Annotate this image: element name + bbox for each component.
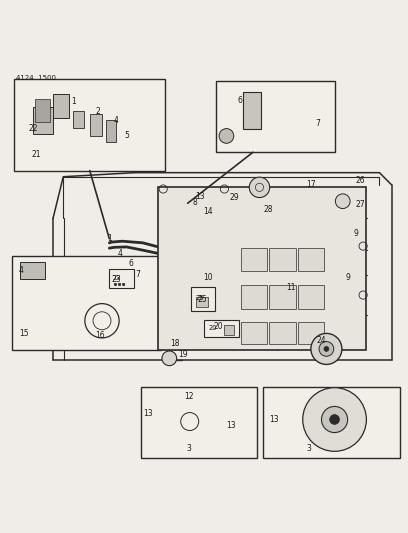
Text: 4: 4: [118, 248, 123, 257]
Text: 7: 7: [316, 119, 321, 128]
Circle shape: [219, 128, 234, 143]
Text: 1: 1: [107, 235, 112, 243]
Text: 27: 27: [355, 200, 365, 209]
Text: 9: 9: [353, 229, 358, 238]
Text: 4: 4: [19, 266, 24, 275]
Bar: [90, 114, 102, 136]
Circle shape: [114, 283, 117, 286]
Text: 4124  1500: 4124 1500: [16, 75, 56, 80]
Circle shape: [122, 283, 125, 286]
Text: 14: 14: [203, 207, 213, 216]
Text: 4: 4: [114, 116, 119, 125]
Bar: [298, 285, 324, 309]
Bar: [241, 248, 267, 271]
Circle shape: [322, 407, 348, 433]
Bar: [14, 79, 165, 171]
Bar: [269, 321, 296, 344]
Bar: [20, 262, 45, 279]
Text: 21: 21: [32, 150, 42, 159]
Text: 18: 18: [170, 338, 180, 348]
Bar: [191, 287, 215, 311]
Bar: [196, 297, 208, 308]
Bar: [269, 285, 296, 309]
Bar: [243, 92, 261, 128]
Bar: [12, 256, 161, 350]
Bar: [224, 325, 234, 335]
Text: 8: 8: [193, 198, 197, 206]
Text: 15: 15: [20, 329, 29, 338]
Bar: [269, 248, 296, 271]
Text: 17: 17: [306, 180, 316, 189]
Bar: [298, 321, 324, 344]
Text: 19: 19: [178, 350, 188, 359]
Bar: [53, 94, 69, 118]
Text: 2: 2: [95, 107, 100, 116]
Text: 6: 6: [128, 259, 133, 268]
Bar: [204, 320, 239, 337]
Text: 13: 13: [226, 421, 235, 430]
Bar: [298, 248, 324, 271]
Text: 7: 7: [135, 270, 140, 279]
Text: 23: 23: [111, 276, 121, 285]
Bar: [216, 81, 335, 152]
Bar: [106, 119, 116, 142]
Text: 13: 13: [195, 192, 205, 201]
Text: 11: 11: [286, 283, 295, 292]
Bar: [35, 99, 50, 122]
Text: 24: 24: [317, 336, 326, 345]
Text: 6: 6: [237, 95, 242, 104]
Text: 1: 1: [71, 97, 76, 106]
Circle shape: [311, 334, 342, 365]
Text: 25: 25: [195, 295, 204, 301]
Circle shape: [118, 283, 121, 286]
Bar: [241, 285, 267, 309]
Text: 9: 9: [345, 273, 350, 282]
Circle shape: [319, 342, 334, 356]
Text: 20: 20: [213, 322, 223, 332]
Text: 5: 5: [124, 132, 129, 140]
Text: 10: 10: [203, 273, 213, 282]
Bar: [33, 107, 53, 134]
Text: 12: 12: [184, 392, 194, 401]
Bar: [109, 269, 134, 288]
Text: 13: 13: [143, 409, 153, 418]
Bar: [263, 387, 400, 458]
Bar: [73, 111, 84, 128]
Text: 13: 13: [269, 415, 279, 424]
Text: 28: 28: [264, 205, 273, 214]
Bar: [241, 321, 267, 344]
Text: 20: 20: [208, 325, 217, 330]
Circle shape: [335, 194, 350, 208]
Text: 16: 16: [95, 332, 105, 341]
Bar: [141, 387, 257, 458]
Circle shape: [330, 415, 339, 424]
Text: 22: 22: [29, 124, 38, 133]
Circle shape: [303, 387, 366, 451]
Circle shape: [162, 351, 177, 366]
Text: 25: 25: [197, 295, 207, 304]
Text: 3: 3: [187, 445, 192, 454]
Bar: [158, 187, 366, 350]
Text: 3: 3: [307, 443, 312, 453]
Circle shape: [249, 177, 270, 198]
Circle shape: [324, 346, 329, 351]
Text: 23: 23: [112, 274, 121, 280]
Text: 29: 29: [230, 193, 239, 203]
Text: 26: 26: [355, 175, 365, 184]
